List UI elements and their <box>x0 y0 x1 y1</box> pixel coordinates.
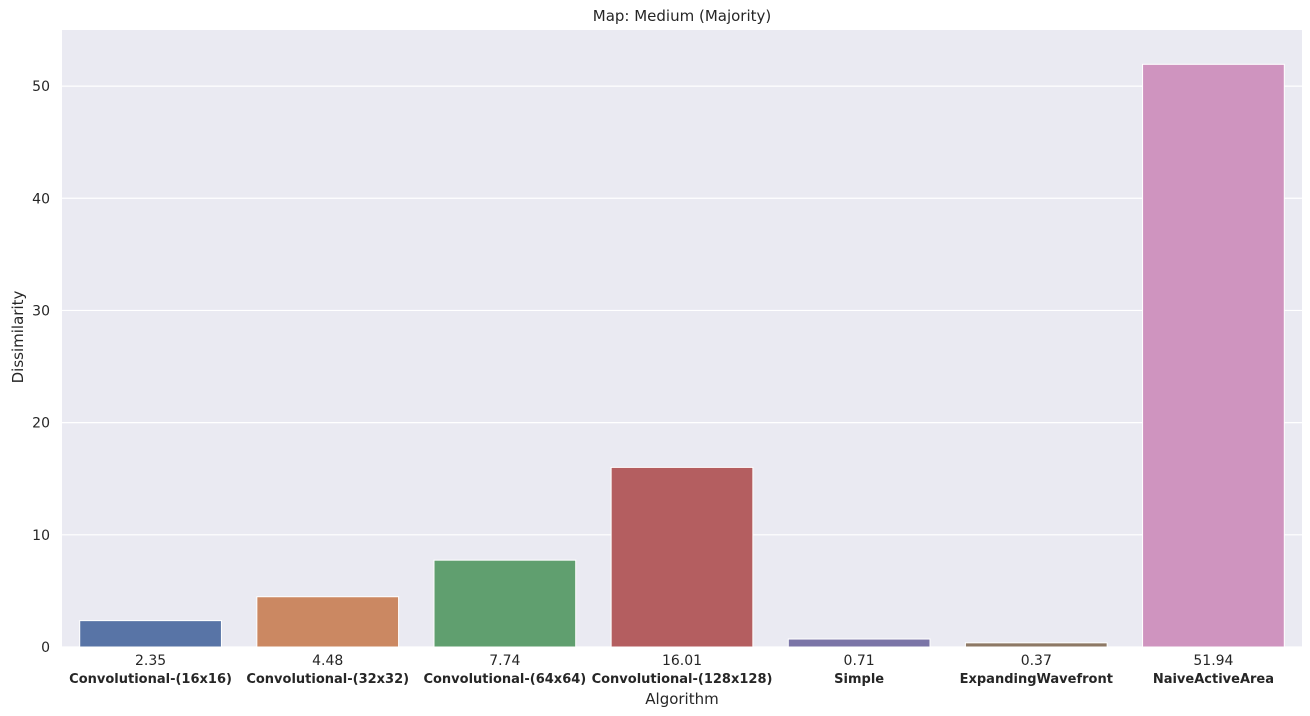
x-axis-label: Algorithm <box>645 690 719 708</box>
y-tick-label: 0 <box>41 640 50 656</box>
bar <box>964 642 1108 648</box>
y-tick-label: 30 <box>32 303 50 319</box>
y-tick-label: 20 <box>32 416 50 432</box>
bar <box>79 620 222 648</box>
chart-title: Map: Medium (Majority) <box>592 7 772 25</box>
bar-value-label: 0.37 <box>1021 653 1052 669</box>
x-tick-label: Convolutional-(32x32) <box>246 672 409 687</box>
bar-value-label: 4.48 <box>312 653 343 669</box>
x-tick-label: NaiveActiveArea <box>1153 672 1274 687</box>
bar <box>787 638 931 648</box>
x-tick-label: Convolutional-(64x64) <box>423 672 586 687</box>
bar-value-label: 7.74 <box>489 653 520 669</box>
bar <box>433 559 577 648</box>
bar-value-label: 0.71 <box>844 653 875 669</box>
bar <box>1142 63 1285 648</box>
y-tick-label: 40 <box>32 191 50 207</box>
bar-value-label: 51.94 <box>1193 653 1233 669</box>
bar <box>256 596 400 648</box>
bar-value-label: 16.01 <box>662 653 702 669</box>
y-tick-label: 50 <box>32 79 50 95</box>
bar <box>610 466 754 648</box>
x-tick-label: Convolutional-(16x16) <box>69 672 232 687</box>
x-tick-label: Convolutional-(128x128) <box>592 672 773 687</box>
y-tick-label: 10 <box>32 528 50 544</box>
x-tick-label: Simple <box>834 672 884 687</box>
x-tick-label: ExpandingWavefront <box>960 672 1113 687</box>
bar-value-label: 2.35 <box>135 653 166 669</box>
